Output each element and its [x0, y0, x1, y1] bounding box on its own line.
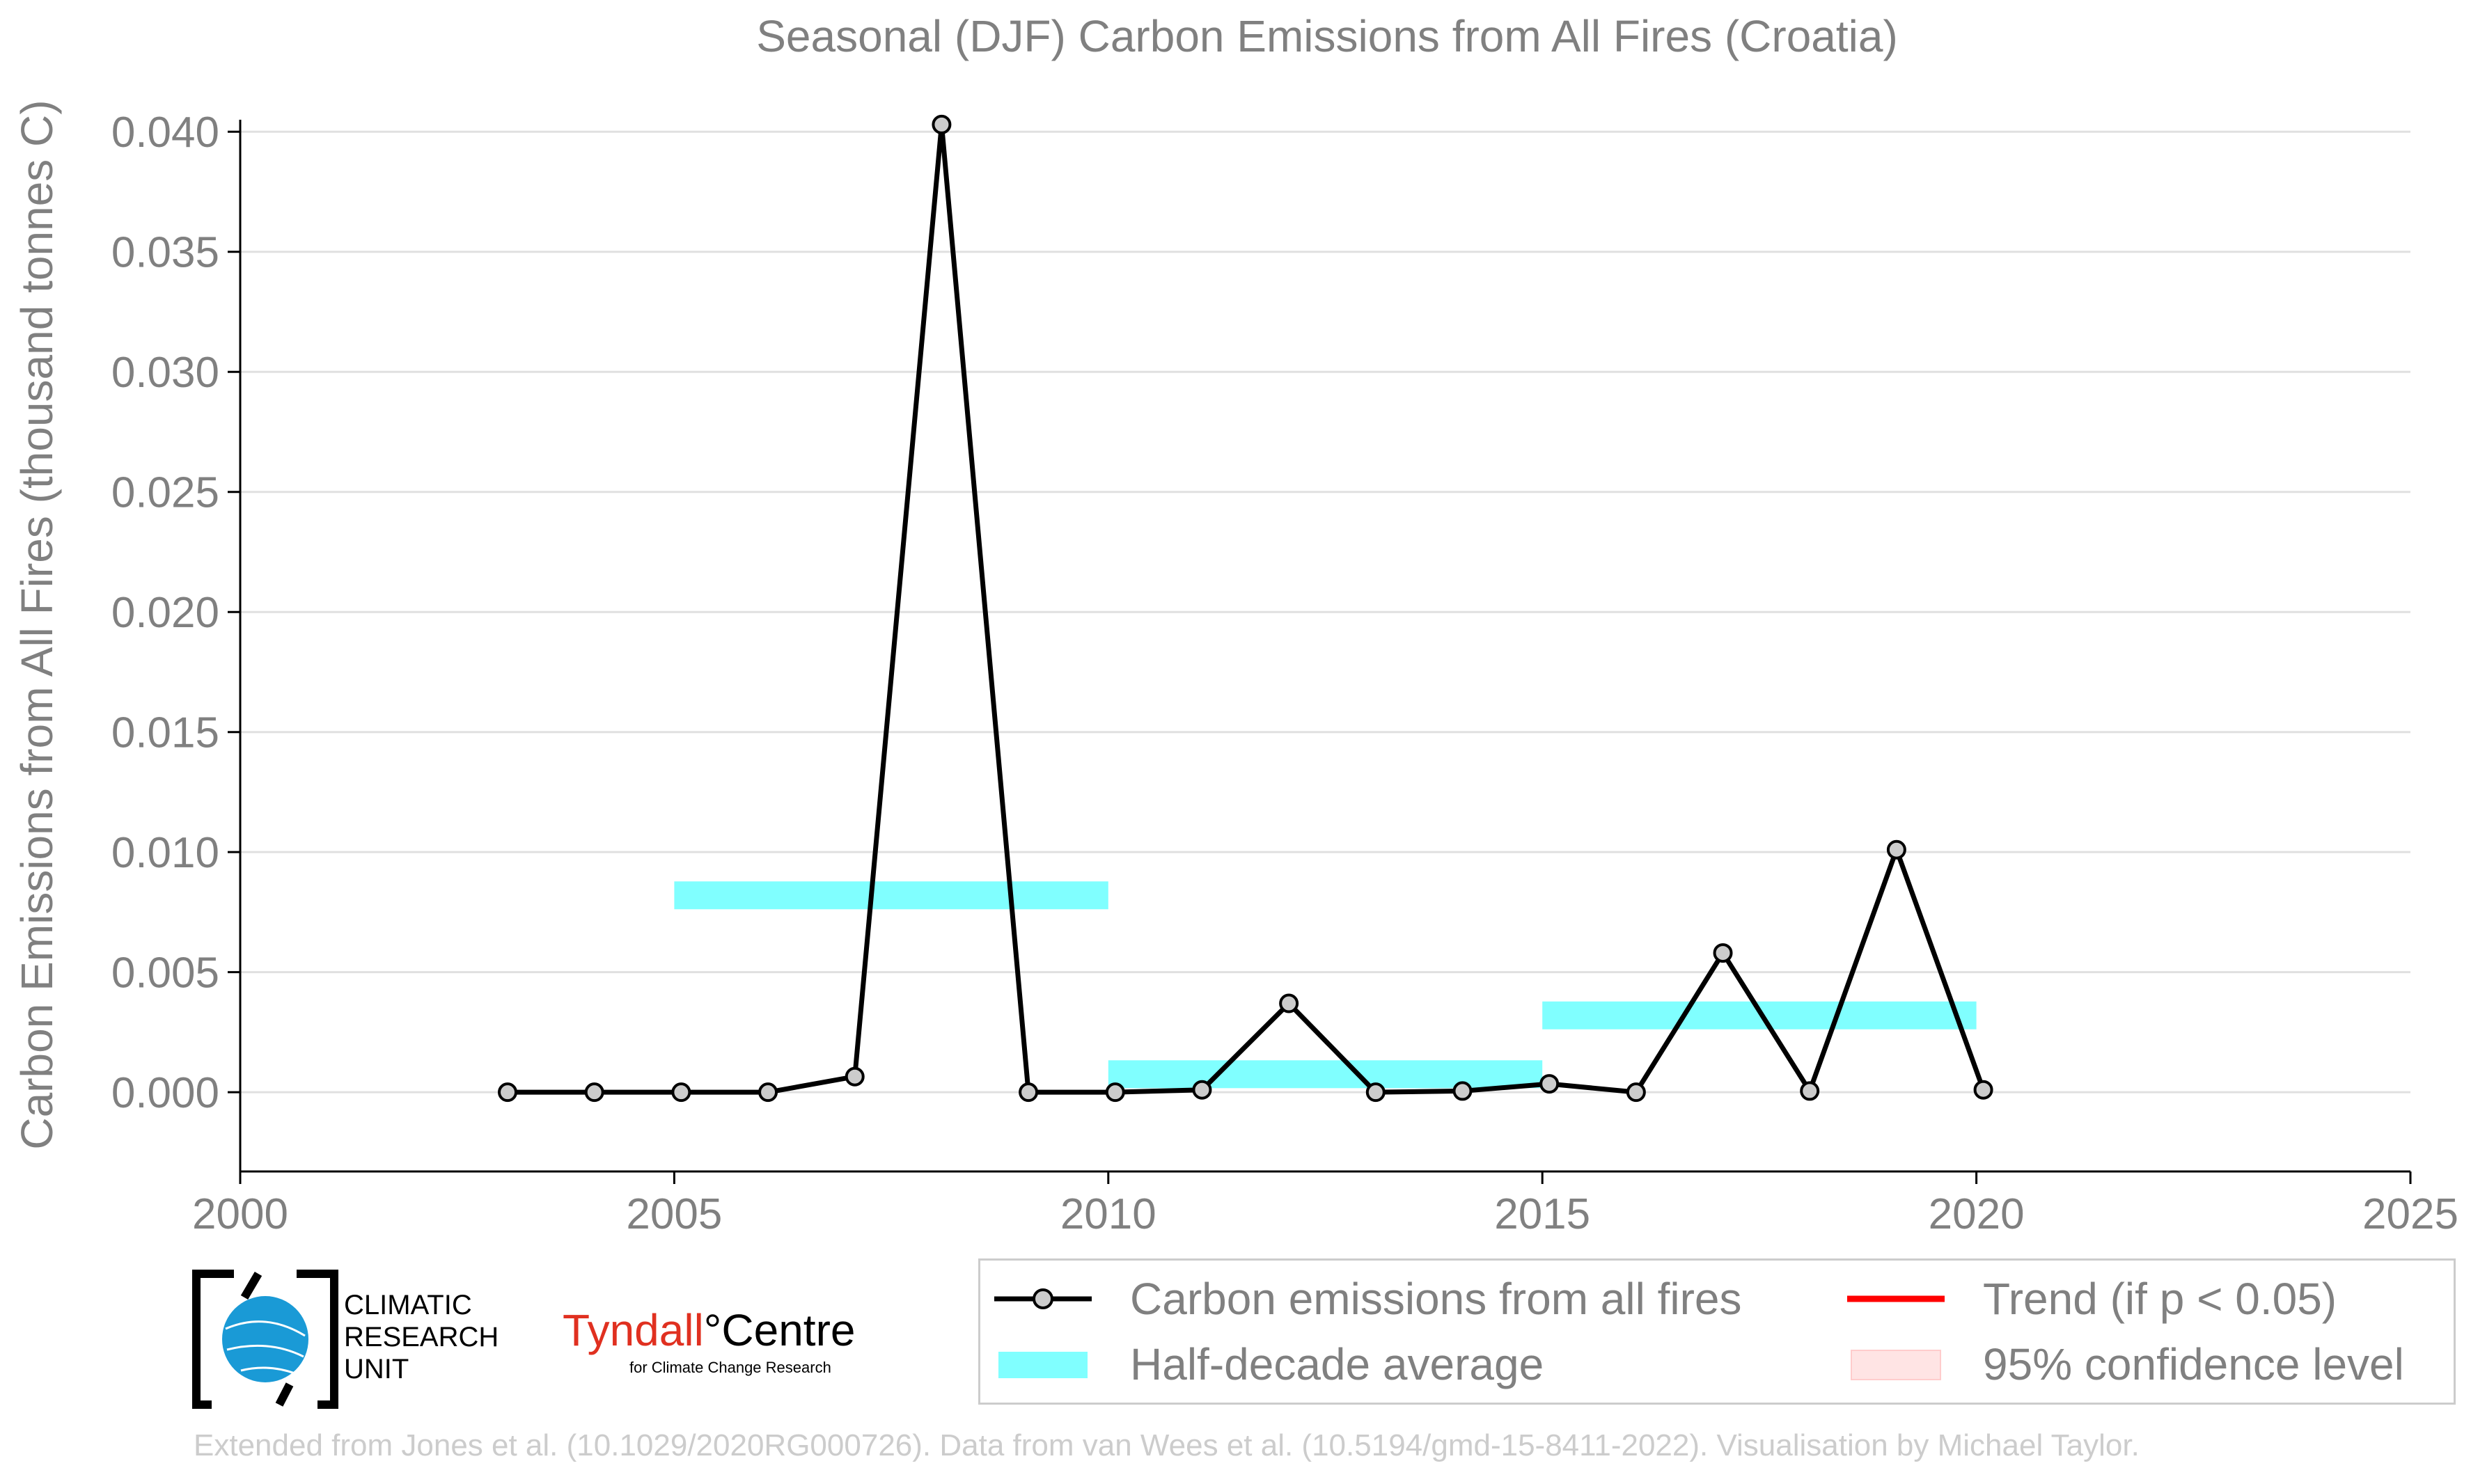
half-decade-band: [674, 881, 1108, 910]
data-point: [1713, 943, 1733, 963]
legend-trend-symbol: [1847, 1278, 1945, 1320]
chart-title: Seasonal (DJF) Carbon Emissions from All…: [756, 11, 1898, 61]
y-tick-label: 0.015: [111, 709, 219, 757]
x-tick-label: 2000: [192, 1190, 288, 1238]
data-point: [932, 114, 952, 134]
y-tick-label: 0.035: [111, 229, 219, 277]
legend-item-half-decade: Half-decade average: [994, 1339, 1544, 1390]
legend-label-confidence: 95% confidence level: [1983, 1339, 2404, 1389]
data-point: [1452, 1081, 1473, 1101]
tyndall-name: Tyndall: [563, 1305, 704, 1355]
tyndall-logo: Tyndall°Centre for Climate Change Resear…: [563, 1304, 855, 1376]
data-point: [584, 1082, 604, 1103]
legend-item-confidence: 95% confidence level: [1847, 1339, 2404, 1390]
data-point: [1365, 1082, 1386, 1103]
legend: Carbon emissions from all fires Trend (i…: [978, 1258, 2456, 1405]
cru-globe-icon: [192, 1270, 338, 1409]
data-point: [1886, 839, 1906, 860]
x-tick-label: 2010: [1060, 1190, 1156, 1238]
data-point: [1105, 1082, 1125, 1103]
data-point: [1973, 1080, 1993, 1100]
cru-logo-text: CLIMATIC RESEARCH UNIT: [344, 1290, 499, 1384]
legend-line-marker-symbol: [994, 1278, 1092, 1320]
series-line: [508, 122, 1986, 1095]
legend-band-symbol: [994, 1343, 1092, 1385]
tyndall-logo-subtitle: for Climate Change Research: [629, 1359, 831, 1376]
footer-credits: Extended from Jones et al. (10.1029/2020…: [194, 1428, 2140, 1462]
legend-confidence-symbol: [1847, 1343, 1945, 1385]
x-tick-label: 2025: [2362, 1190, 2458, 1238]
half-decade-band: [1108, 1060, 1543, 1089]
y-tick-label: 0.040: [111, 109, 219, 157]
series-layer: [498, 114, 1993, 1103]
tick-labels: 0.000 0.005 0.010 0.015 0.020 0.025 0.030 0.035…: [111, 109, 2458, 1238]
data-point: [845, 1066, 865, 1087]
legend-label-trend: Trend (if p < 0.05): [1983, 1274, 2337, 1324]
legend-label-emissions: Carbon emissions from all fires: [1130, 1274, 1742, 1324]
data-point: [1800, 1081, 1820, 1101]
data-point: [1192, 1080, 1212, 1100]
y-tick-label: 0.010: [111, 829, 219, 877]
x-tick-label: 2015: [1494, 1190, 1590, 1238]
y-axis-label: Carbon Emissions from All Fires (thousan…: [12, 100, 62, 1149]
grid-lines: [228, 130, 2412, 1184]
data-point: [1626, 1082, 1646, 1103]
data-point: [1539, 1074, 1560, 1094]
legend-item-emissions: Carbon emissions from all fires: [994, 1273, 1742, 1325]
tyndall-centre: Centre: [721, 1305, 856, 1355]
data-point: [1019, 1082, 1039, 1103]
half-decade-bands: [674, 881, 1977, 1089]
data-point: [671, 1082, 691, 1103]
axes: [239, 120, 2410, 1173]
y-tick-label: 0.000: [111, 1069, 219, 1117]
data-point: [758, 1082, 778, 1103]
cru-logo: CLIMATIC RESEARCH UNIT: [192, 1270, 519, 1409]
y-tick-label: 0.005: [111, 949, 219, 997]
x-tick-label: 2020: [1929, 1190, 2025, 1238]
legend-item-trend: Trend (if p < 0.05): [1847, 1273, 2337, 1325]
legend-label-half-decade: Half-decade average: [1130, 1339, 1544, 1389]
data-point: [498, 1082, 518, 1103]
tyndall-degree: °: [703, 1305, 722, 1355]
y-tick-label: 0.020: [111, 589, 219, 637]
x-tick-label: 2005: [626, 1190, 722, 1238]
y-tick-label: 0.025: [111, 469, 219, 517]
data-point: [1279, 993, 1299, 1013]
y-tick-label: 0.030: [111, 349, 219, 397]
tyndall-logo-title: Tyndall°Centre: [563, 1304, 855, 1356]
